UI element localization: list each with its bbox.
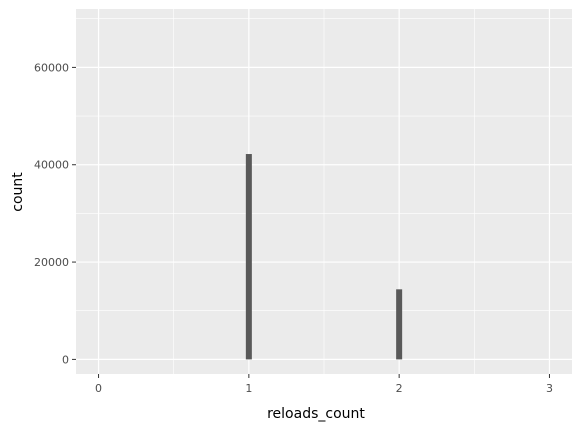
y-tick-label: 40000	[34, 159, 69, 172]
x-axis-title: reloads_count	[267, 406, 365, 422]
y-tick-label: 20000	[34, 256, 69, 269]
x-tick-label: 2	[396, 382, 403, 395]
histogram-bar	[245, 154, 252, 360]
x-tick-label: 3	[546, 382, 553, 395]
grid-minor	[76, 9, 572, 374]
bars	[245, 154, 403, 360]
axis-ticks	[72, 66, 550, 378]
tick-labels: 0 1 2 3 0 20000 40000 60000	[34, 61, 553, 395]
y-axis-title: count	[10, 172, 26, 212]
y-tick-label: 60000	[34, 61, 69, 74]
x-tick-label: 1	[245, 382, 252, 395]
x-tick-label: 0	[95, 382, 102, 395]
histogram-bar	[396, 289, 403, 360]
y-tick-label: 0	[62, 353, 69, 366]
